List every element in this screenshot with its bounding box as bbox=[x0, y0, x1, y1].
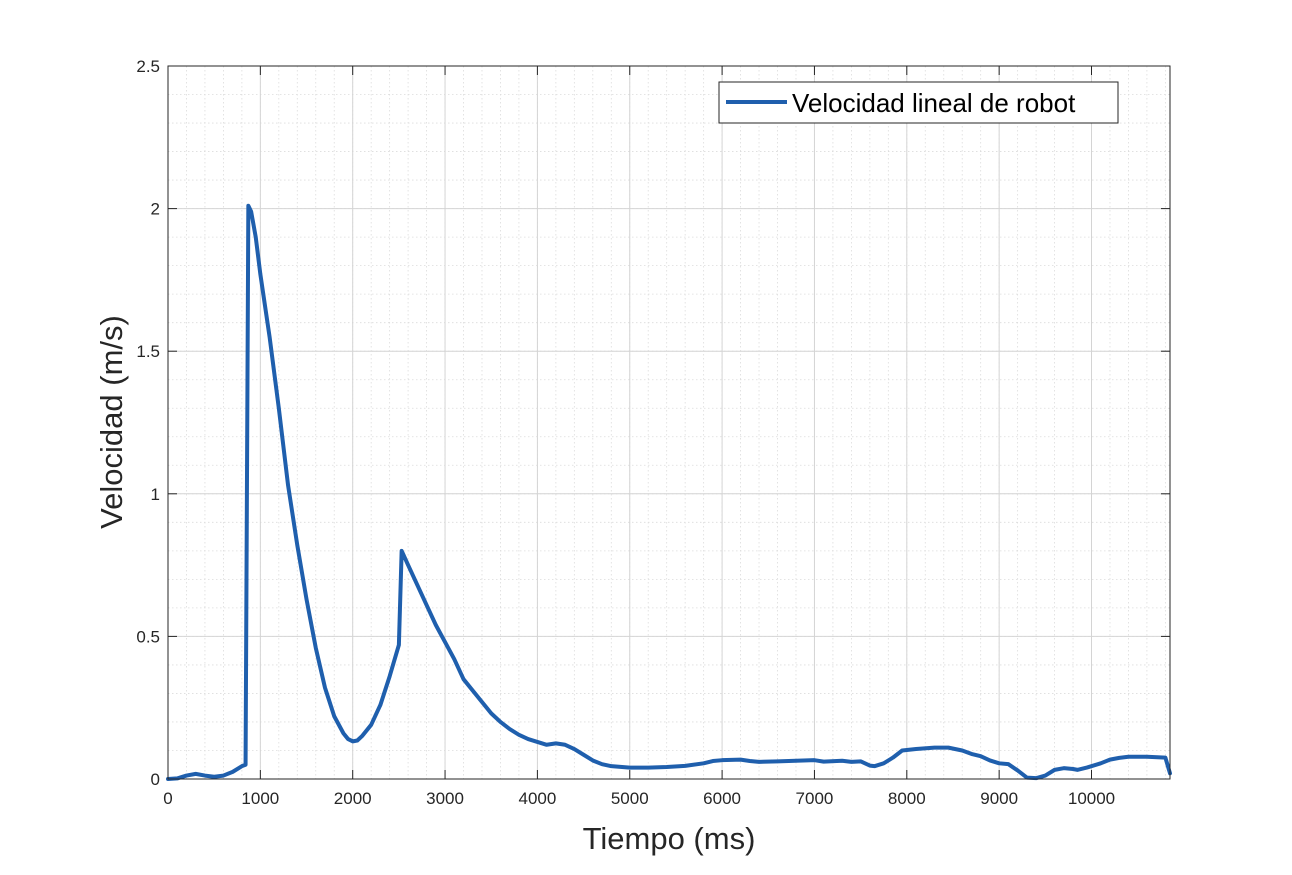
x-tick-label: 3000 bbox=[426, 789, 464, 808]
y-tick-label: 2 bbox=[151, 200, 160, 219]
y-axis-title: Velocidad (m/s) bbox=[94, 315, 129, 529]
y-tick-label: 1.5 bbox=[136, 342, 160, 361]
y-tick-label: 0.5 bbox=[136, 627, 160, 646]
x-tick-labels: 0 1000 2000 3000 4000 5000 6000 7000 8000 9000 100… bbox=[163, 789, 1115, 808]
x-tick-label: 0 bbox=[163, 789, 172, 808]
y-tick-label: 0 bbox=[151, 770, 160, 789]
x-tick-label: 8000 bbox=[888, 789, 926, 808]
x-tick-label: 1000 bbox=[241, 789, 279, 808]
x-tick-label: 5000 bbox=[611, 789, 649, 808]
plot-frame bbox=[167, 65, 1171, 780]
x-tick-label: 10000 bbox=[1068, 789, 1115, 808]
y-tick-label: 1 bbox=[151, 485, 160, 504]
x-tick-label: 6000 bbox=[703, 789, 741, 808]
axis-ticks bbox=[167, 65, 1170, 780]
x-axis-title: Tiempo (ms) bbox=[583, 821, 756, 856]
y-tick-label: 2.5 bbox=[136, 57, 160, 76]
legend-label: Velocidad lineal de robot bbox=[792, 88, 1076, 118]
x-tick-label: 7000 bbox=[796, 789, 834, 808]
y-tick-labels: 0 0.5 1 1.5 2 2.5 bbox=[136, 57, 160, 789]
series-layer bbox=[166, 203, 1172, 781]
x-tick-label: 9000 bbox=[980, 789, 1018, 808]
plot-area bbox=[168, 66, 1170, 779]
x-tick-label: 2000 bbox=[334, 789, 372, 808]
series-line-velocidad bbox=[166, 203, 1172, 781]
x-tick-label: 4000 bbox=[518, 789, 556, 808]
legend: Velocidad lineal de robot bbox=[718, 81, 1119, 124]
